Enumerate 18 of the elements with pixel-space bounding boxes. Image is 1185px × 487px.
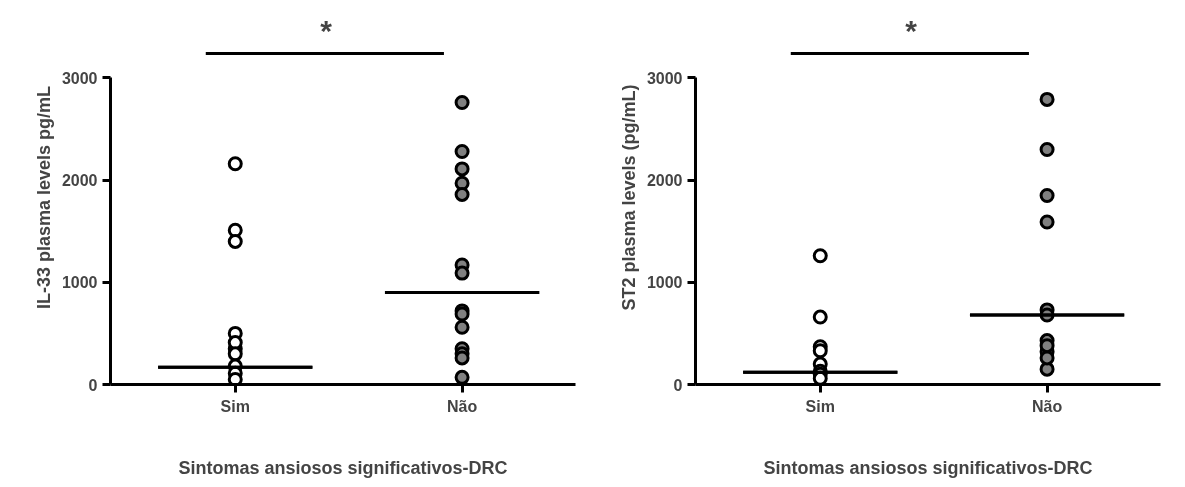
text: * [320,14,333,48]
y-tick-label: 0 [88,376,98,394]
y-tick-label: 0 [673,376,683,394]
x-tick-label: Sim [220,397,250,415]
x-axis-title: Sintomas ansiosos significativos-DRC [763,457,1093,478]
y-tick-label: 3000 [61,69,98,87]
y-tick-label: 1000 [646,274,683,292]
y-tick-label: 3000 [646,69,683,87]
y-axis-title: ST2 plasma levels (pg/mL) [618,84,639,311]
y-tick-label: 1000 [61,274,98,292]
x-tick-label: Não [1031,397,1063,415]
x-axis-title: Sintomas ansiosos significativos-DRC [178,457,508,478]
text: * [905,14,918,48]
y-axis-title: IL-33 plasma levels pg/mL [33,85,54,310]
y-tick-label: 2000 [61,172,98,190]
y-tick-label: 2000 [646,172,683,190]
x-tick-label: Não [446,397,478,415]
x-tick-label: Sim [805,397,835,415]
